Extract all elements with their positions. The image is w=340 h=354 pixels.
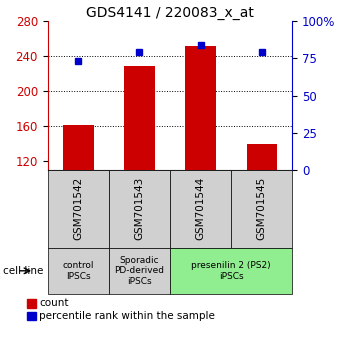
Text: control
IPSCs: control IPSCs [63,261,94,280]
Text: GSM701545: GSM701545 [257,177,267,240]
Text: GSM701544: GSM701544 [195,177,206,240]
Text: GSM701543: GSM701543 [134,177,144,240]
Text: presenilin 2 (PS2)
iPSCs: presenilin 2 (PS2) iPSCs [191,261,271,280]
Bar [124,66,155,170]
Text: percentile rank within the sample: percentile rank within the sample [39,311,215,321]
Text: GSM701542: GSM701542 [73,177,83,240]
Text: Sporadic
PD-derived
iPSCs: Sporadic PD-derived iPSCs [114,256,165,286]
Bar [185,46,216,170]
Text: count: count [39,298,69,308]
Text: cell line: cell line [3,266,44,276]
Bar [246,144,277,170]
Bar [63,125,94,170]
Title: GDS4141 / 220083_x_at: GDS4141 / 220083_x_at [86,6,254,20]
